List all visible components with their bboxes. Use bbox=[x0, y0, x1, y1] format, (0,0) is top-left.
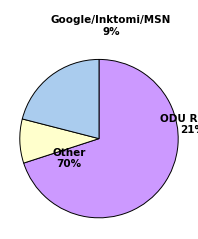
Text: ODU Robot
21%: ODU Robot 21% bbox=[160, 114, 198, 135]
Wedge shape bbox=[20, 119, 99, 163]
Text: Google/Inktomi/MSN
9%: Google/Inktomi/MSN 9% bbox=[51, 15, 171, 37]
Wedge shape bbox=[24, 60, 178, 218]
Wedge shape bbox=[22, 60, 99, 139]
Text: Other
70%: Other 70% bbox=[52, 148, 86, 169]
